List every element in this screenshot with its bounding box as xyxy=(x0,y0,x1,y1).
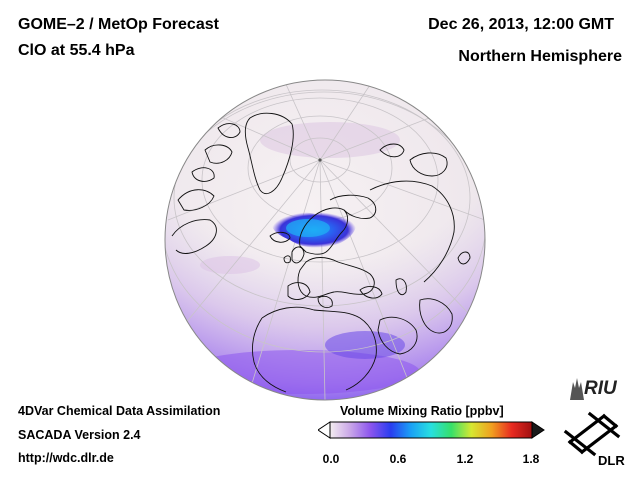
arabian-enhancement xyxy=(325,331,405,359)
colorbar xyxy=(318,421,545,439)
product-title: GOME–2 / MetOp Forecast xyxy=(18,16,219,33)
globe-content xyxy=(165,80,485,400)
colorbar-tick-3: 1.8 xyxy=(522,452,540,466)
arctic-enhancement xyxy=(260,122,400,158)
region-label: Northern Hemisphere xyxy=(458,48,622,65)
clo-core xyxy=(286,219,330,237)
colorbar-overflow-triangle xyxy=(531,421,545,439)
species-label: ClO at 55.4 hPa xyxy=(18,42,135,59)
colorbar-title: Volume Mixing Ratio [ppbv] xyxy=(340,404,504,418)
north-pole-marker xyxy=(318,158,322,162)
dlr-logo: DLR xyxy=(563,411,625,468)
coastlines xyxy=(171,112,471,393)
dlr-logo-mark xyxy=(563,411,621,457)
globe-outline xyxy=(164,79,486,401)
colorbar-body xyxy=(329,421,533,439)
riu-logo: RIU xyxy=(570,378,618,400)
dlr-logo-text: DLR xyxy=(598,453,625,468)
riu-logo-text: RIU xyxy=(584,378,618,399)
website-link[interactable]: http://wdc.dlr.de xyxy=(18,451,114,465)
colorbar-tick-1: 0.6 xyxy=(389,452,407,466)
colorbar-tick-0: 0.0 xyxy=(322,452,340,466)
colorbar-tick-2: 1.2 xyxy=(456,452,474,466)
version-label: SACADA Version 2.4 xyxy=(18,428,141,442)
atlantic-enhancement xyxy=(200,256,260,274)
datetime-label: Dec 26, 2013, 12:00 GMT xyxy=(428,16,614,33)
colorbar-underflow-triangle xyxy=(318,421,331,439)
riu-logo-mark xyxy=(570,378,584,400)
method-label: 4DVar Chemical Data Assimilation xyxy=(18,404,221,418)
